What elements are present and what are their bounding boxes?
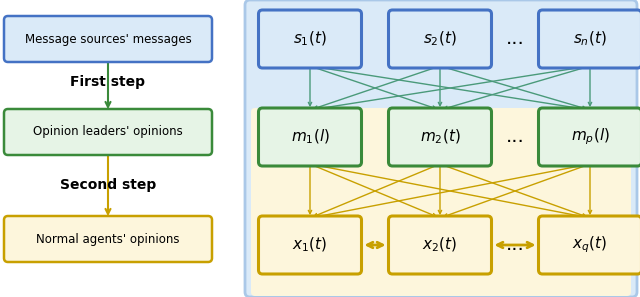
- FancyBboxPatch shape: [251, 108, 631, 296]
- Text: $x_2(t)$: $x_2(t)$: [422, 236, 458, 254]
- FancyBboxPatch shape: [245, 0, 637, 297]
- Text: $m_1(l)$: $m_1(l)$: [291, 128, 330, 146]
- FancyBboxPatch shape: [259, 216, 362, 274]
- Text: Opinion leaders' opinions: Opinion leaders' opinions: [33, 126, 183, 138]
- Text: Normal agents' opinions: Normal agents' opinions: [36, 233, 180, 246]
- FancyBboxPatch shape: [259, 10, 362, 68]
- FancyBboxPatch shape: [538, 108, 640, 166]
- Text: $m_2(t)$: $m_2(t)$: [420, 128, 460, 146]
- FancyBboxPatch shape: [538, 216, 640, 274]
- FancyBboxPatch shape: [388, 108, 492, 166]
- Text: First step: First step: [70, 75, 145, 89]
- FancyBboxPatch shape: [259, 108, 362, 166]
- FancyBboxPatch shape: [388, 10, 492, 68]
- Text: $s_n(t)$: $s_n(t)$: [573, 30, 607, 48]
- FancyBboxPatch shape: [4, 216, 212, 262]
- Text: ...: ...: [506, 127, 524, 146]
- Text: $x_1(t)$: $x_1(t)$: [292, 236, 328, 254]
- FancyBboxPatch shape: [4, 109, 212, 155]
- Text: $s_1(t)$: $s_1(t)$: [293, 30, 327, 48]
- Text: $m_p(l)$: $m_p(l)$: [571, 127, 609, 147]
- Text: Message sources' messages: Message sources' messages: [24, 32, 191, 45]
- FancyBboxPatch shape: [4, 16, 212, 62]
- FancyBboxPatch shape: [538, 10, 640, 68]
- Text: ...: ...: [506, 236, 524, 255]
- Text: $x_q(t)$: $x_q(t)$: [572, 235, 607, 255]
- Text: $s_2(t)$: $s_2(t)$: [423, 30, 457, 48]
- Text: Second step: Second step: [60, 178, 156, 192]
- Text: ...: ...: [506, 29, 524, 48]
- FancyBboxPatch shape: [388, 216, 492, 274]
